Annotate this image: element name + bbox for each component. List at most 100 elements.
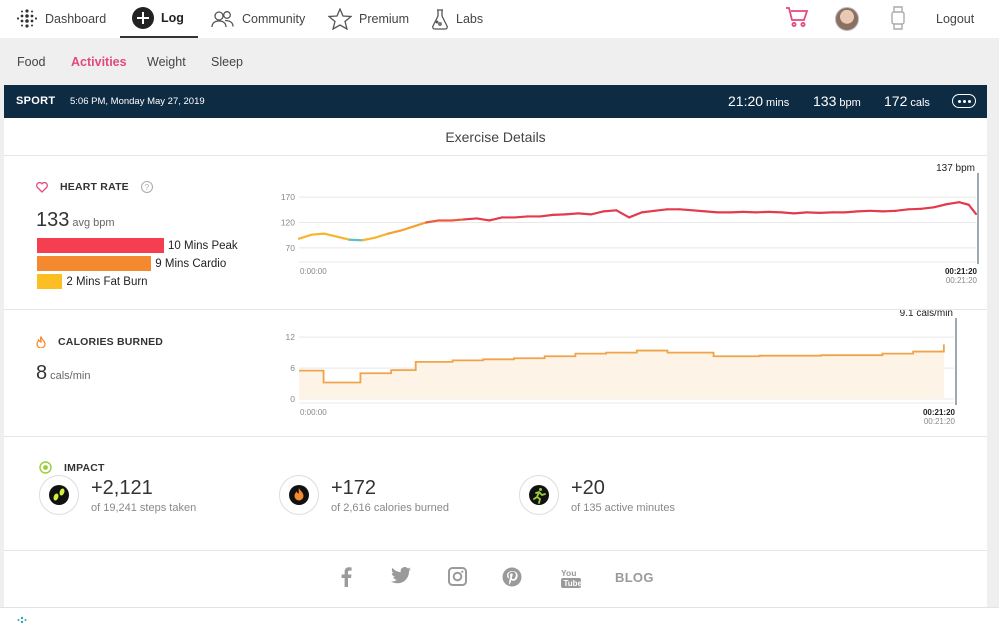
impact-steps-value: +2,121	[91, 476, 153, 499]
heart-rate-avg-unit: avg bpm	[72, 217, 115, 229]
nav-premium-label: Premium	[359, 12, 410, 26]
y-tick-label: 120	[281, 218, 295, 228]
zone-cardio-label: 9 Mins Cardio	[155, 257, 227, 270]
heart-rate-avg-value: 133	[36, 209, 70, 231]
impact-steps: +2,121 of 19,241 steps taken	[39, 475, 196, 515]
flame-icon	[279, 475, 319, 515]
impact-calories-value: +172	[331, 476, 377, 499]
series-segment	[627, 211, 643, 219]
end-value-label: 137 bpm	[936, 163, 975, 174]
subnav-food[interactable]: Food	[17, 55, 46, 69]
sub-nav: Food Activities Weight Sleep	[0, 40, 999, 84]
series-segment	[551, 213, 567, 216]
series-segment	[602, 209, 618, 213]
y-tick-label: 70	[286, 243, 296, 253]
youtube-icon[interactable]: You Tube	[561, 567, 581, 589]
series-segment	[754, 210, 770, 214]
series-segment	[678, 208, 694, 212]
impact-steps-sub: of 19,241 steps taken	[91, 501, 197, 514]
series-segment	[843, 210, 859, 214]
series-segment	[869, 209, 885, 213]
nav-community-label: Community	[242, 12, 306, 26]
series-segment	[793, 211, 808, 215]
series-segment	[958, 201, 970, 206]
series-segment	[729, 210, 745, 214]
facebook-icon[interactable]	[340, 567, 352, 587]
series-segment	[297, 233, 313, 240]
impact-active-minutes: +20 of 135 active minutes	[519, 475, 675, 515]
area-fill	[299, 344, 944, 399]
series-segment	[742, 210, 758, 214]
nav-labs-label: Labs	[456, 12, 484, 26]
impact-header: IMPACT	[39, 461, 105, 474]
impact-calories: +172 of 2,616 calories burned	[279, 475, 449, 515]
series-segment	[335, 235, 351, 241]
instagram-icon[interactable]	[448, 567, 467, 586]
y-tick-label: 0	[290, 394, 295, 404]
heart-rate-section: HEART RATE ? 133 avg bpm 10 Mins Peak 9 M…	[4, 157, 987, 310]
avatar[interactable]	[835, 7, 859, 31]
nav-community[interactable]: Community	[211, 0, 305, 38]
series-segment	[932, 203, 948, 209]
bpm-unit: bpm	[839, 97, 861, 109]
calories-avg-unit: cals/min	[50, 370, 91, 382]
series-segment	[615, 209, 631, 219]
nav-labs[interactable]: Labs	[431, 0, 483, 38]
cals-stat: 172 cals	[884, 93, 930, 109]
subnav-activities[interactable]: Activities	[71, 55, 127, 69]
series-segment	[907, 207, 923, 211]
series-segment	[475, 217, 491, 222]
subnav-weight[interactable]: Weight	[147, 55, 186, 69]
target-icon	[39, 461, 52, 474]
pinterest-icon[interactable]	[502, 567, 522, 587]
y-tick-label: 12	[286, 332, 296, 342]
zone-peak: 10 Mins Peak	[37, 238, 238, 253]
nav-log[interactable]: Log	[120, 0, 198, 38]
x-tick-label: 00:21:20	[946, 276, 978, 285]
impact-active-value: +20	[571, 476, 605, 499]
end-time-label: 00:21:20	[923, 408, 956, 417]
fitbit-dots-icon	[16, 8, 38, 30]
running-person-icon	[519, 475, 559, 515]
heart-rate-avg: 133 avg bpm	[36, 209, 115, 232]
y-tick-label: 6	[290, 363, 295, 373]
cals-unit: cals	[910, 97, 930, 109]
calories-header: CALORIES BURNED	[36, 336, 163, 348]
help-icon[interactable]: ?	[140, 181, 153, 193]
x-tick-label: 0:00:00	[300, 408, 327, 417]
community-people-icon	[211, 9, 235, 29]
series-segment	[945, 201, 961, 206]
series-segment	[577, 212, 593, 216]
blog-link[interactable]: BLOG	[615, 570, 654, 585]
series-segment	[881, 209, 897, 213]
shopping-cart-icon[interactable]	[785, 6, 809, 33]
end-time-label: 00:21:20	[945, 267, 978, 276]
x-tick-label: 0:00:00	[300, 267, 327, 276]
nav-premium[interactable]: Premium	[328, 0, 409, 38]
smartwatch-icon[interactable]	[889, 6, 907, 35]
fitbit-footer-logo-icon[interactable]	[16, 616, 28, 623]
series-segment	[640, 209, 656, 214]
nav-dashboard[interactable]: Dashboard	[16, 0, 106, 38]
more-options-button[interactable]	[952, 94, 976, 108]
series-segment	[894, 208, 910, 212]
twitter-icon[interactable]	[391, 567, 411, 584]
series-segment	[374, 232, 389, 239]
logout-link[interactable]: Logout	[936, 12, 975, 26]
series-segment	[704, 210, 720, 214]
heart-outline-icon	[36, 181, 48, 193]
series-segment	[653, 208, 669, 212]
exercise-card: SPORT 5:06 PM, Monday May 27, 2019 21:20…	[4, 85, 987, 623]
sport-datetime: 5:06 PM, Monday May 27, 2019	[70, 96, 205, 107]
flame-small-icon	[36, 336, 46, 348]
zone-cardio: 9 Mins Cardio	[37, 256, 226, 271]
series-segment	[412, 221, 428, 228]
heart-rate-title: HEART RATE	[60, 181, 129, 193]
bpm-value: 133	[813, 93, 837, 109]
subnav-sleep[interactable]: Sleep	[211, 55, 243, 69]
series-segment	[691, 209, 707, 213]
impact-active-sub: of 135 active minutes	[571, 501, 675, 514]
heart-rate-header: HEART RATE ?	[36, 181, 153, 193]
